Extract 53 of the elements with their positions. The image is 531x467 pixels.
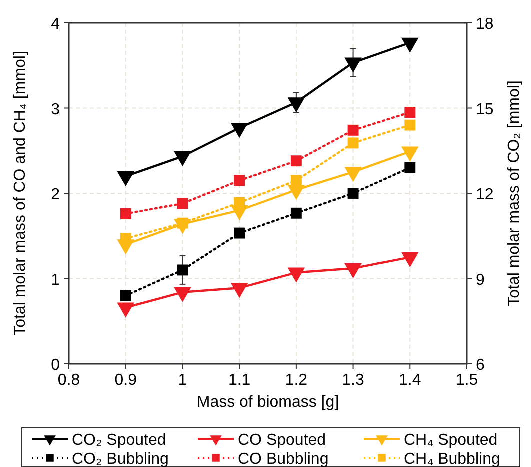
legend-label: CO Spouted [238,432,326,449]
y2-tick-label: 15 [476,101,494,118]
point [174,287,192,302]
point [404,107,416,118]
x-tick-label: 0.9 [114,372,138,389]
point [290,156,302,167]
point [344,58,362,73]
x-tick-label: 1.5 [456,372,478,389]
legend-label: CO₂ Spouted [72,432,166,449]
point [234,228,246,239]
point [344,264,362,279]
point [120,290,132,302]
point [117,171,135,186]
legend-label: CH₄ Bubbling [404,451,500,467]
y-tick-label: 4 [51,16,60,33]
y-axis-title: Total molar mass of CO and CH₄ [mmol] [12,51,29,336]
point [117,302,135,318]
y-tick-label: 3 [51,101,60,118]
y2-axis-title: Total molar mass of CO₂ [mmol] [506,80,523,306]
point [404,120,416,131]
y2-tick-label: 6 [476,357,485,374]
y2-tick-label: 9 [476,272,485,289]
y-tick-label: 2 [51,186,60,204]
y2-tick-label: 12 [476,186,494,204]
point [290,175,302,186]
point [348,188,359,199]
x-tick-label: 1.4 [399,372,422,389]
legend-label: CO₂ Bubbling [72,451,169,467]
x-tick-label: 1.3 [342,372,365,389]
legend-label: CH₄ Spouted [404,432,498,449]
point [230,123,248,138]
point [234,175,246,186]
point [230,283,248,298]
point [348,124,359,136]
point [404,162,416,174]
x-tick-label: 0.8 [58,372,80,389]
point [177,264,188,276]
point [288,268,306,283]
point [348,138,359,149]
point [290,208,302,219]
point [401,38,419,53]
x-tick-label: 1.1 [228,372,251,389]
legend-label: CO Bubbling [238,451,329,467]
point [174,152,192,167]
y-tick-label: 0 [51,357,60,374]
x-tick-label: 1.2 [285,372,308,389]
point [177,198,188,210]
x-axis-title: Mass of biomass [g] [196,394,340,411]
point [401,252,419,268]
point [288,98,306,113]
x-tick-label: 1 [178,372,188,389]
y-tick-label: 1 [51,272,60,289]
y2-tick-label: 18 [476,16,494,33]
